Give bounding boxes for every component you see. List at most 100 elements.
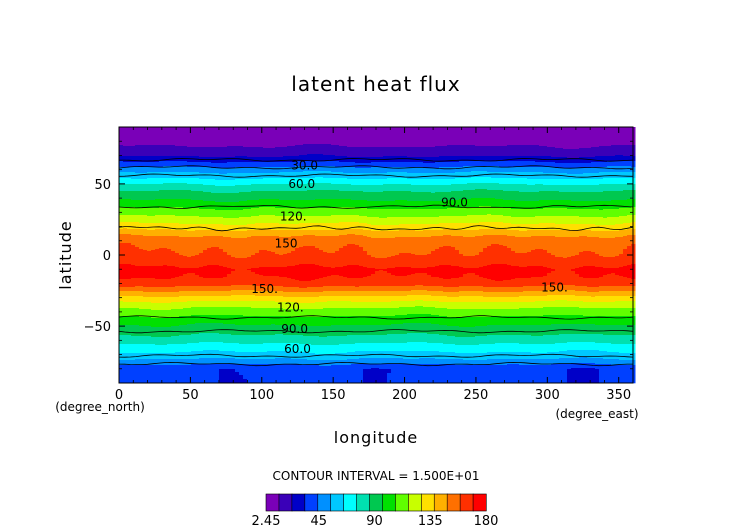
heatmap-cell [311, 127, 316, 145]
heatmap-cell [311, 190, 316, 201]
heatmap-cell [423, 273, 428, 287]
x-tick-label: 50 [182, 388, 199, 403]
heatmap-cell [283, 343, 288, 352]
x-tick-label: 100 [249, 388, 274, 403]
heatmap-cell [607, 217, 612, 226]
heatmap-cell [147, 162, 152, 168]
heatmap-cell [543, 127, 548, 147]
heatmap-cell [623, 230, 628, 237]
heatmap-cell [511, 316, 516, 326]
heatmap-cell [371, 358, 376, 365]
heatmap-cell [251, 272, 256, 286]
heatmap-cell [355, 291, 360, 297]
heatmap-cell [379, 270, 384, 287]
heatmap-cell [375, 185, 380, 193]
heatmap-cell [287, 351, 292, 359]
heatmap-cell [335, 145, 340, 157]
heatmap-cell [287, 127, 292, 147]
heatmap-cell [367, 296, 372, 303]
heatmap-cell [311, 208, 316, 217]
heatmap-cell [131, 278, 136, 288]
heatmap-cell [515, 359, 520, 365]
heatmap-cell [355, 359, 360, 365]
heatmap-cell [207, 307, 212, 316]
heatmap-cell [603, 209, 608, 219]
heatmap-cell [131, 291, 136, 297]
heatmap-cell [451, 344, 456, 353]
heatmap-cell [335, 275, 340, 287]
heatmap-cell [527, 302, 532, 309]
heatmap-cell [363, 168, 368, 174]
heatmap-cell [215, 291, 220, 297]
heatmap-cell [179, 268, 184, 277]
heatmap-cell [131, 308, 136, 317]
heatmap-cell [163, 365, 168, 384]
heatmap-cell [143, 167, 148, 174]
heatmap-cell [171, 309, 176, 318]
heatmap-cell [523, 359, 528, 366]
heatmap-cell [547, 208, 552, 217]
heatmap-cell [435, 296, 440, 302]
heatmap-cell [407, 351, 412, 360]
x-axis-ticks: 0 50 100 150 200 250 300 350 [115, 127, 631, 403]
heatmap-cell [559, 148, 564, 158]
heatmap-cell [463, 274, 468, 287]
heatmap-cell [551, 127, 556, 148]
heatmap-cell [315, 265, 320, 280]
heatmap-cell [219, 296, 224, 302]
heatmap-cell [207, 173, 212, 180]
heatmap-cell [175, 336, 180, 345]
heatmap-cell [339, 248, 344, 268]
heatmap-cell [219, 236, 224, 250]
heatmap-cell [343, 301, 348, 309]
heatmap-cell [575, 363, 580, 369]
heatmap-cell [123, 296, 128, 303]
heatmap-cell [223, 163, 228, 169]
heatmap-cell [431, 224, 436, 231]
heatmap-cell [135, 365, 140, 384]
heatmap-cell [419, 127, 424, 148]
heatmap-cell [387, 209, 392, 218]
heatmap-cell [359, 302, 364, 309]
heatmap-cell [567, 285, 572, 291]
heatmap-cell [319, 360, 324, 367]
heatmap-cell [191, 216, 196, 225]
heatmap-cell [563, 300, 568, 308]
heatmap-cell [419, 306, 424, 315]
heatmap-cell [347, 222, 352, 230]
heatmap-cell [251, 200, 256, 209]
contour-label: 90.0 [441, 195, 468, 209]
heatmap-cell [163, 145, 168, 157]
heatmap-cell [467, 166, 472, 173]
heatmap-cell [175, 161, 180, 167]
heatmap-cell [367, 255, 372, 269]
colorbar-swatch [317, 493, 332, 512]
heatmap-cell [587, 127, 592, 149]
heatmap-cell [523, 344, 528, 353]
heatmap-cell [479, 229, 484, 237]
heatmap-cell [443, 364, 448, 384]
heatmap-cell [323, 216, 328, 224]
heatmap-cell [367, 201, 372, 210]
heatmap-cell [415, 127, 420, 148]
heatmap-cell [411, 192, 416, 202]
heatmap-cell [219, 286, 224, 292]
heatmap-cell [463, 223, 468, 231]
heatmap-cell [611, 257, 616, 269]
heatmap-cell [619, 230, 624, 238]
heatmap-cell [203, 209, 208, 218]
heatmap-cell [171, 178, 176, 184]
heatmap-cell [523, 316, 528, 326]
heatmap-cell [135, 191, 140, 201]
heatmap-cell [199, 277, 204, 287]
heatmap-cell [507, 297, 512, 303]
heatmap-cell [567, 301, 572, 308]
heatmap-cell [211, 342, 216, 351]
heatmap-cell [599, 231, 604, 239]
heatmap-cell [615, 145, 620, 156]
heatmap-cell [551, 335, 556, 345]
heatmap-cell [131, 207, 136, 216]
heatmap-cell [267, 251, 272, 268]
heatmap-cell [131, 245, 136, 266]
heatmap-cell [263, 184, 268, 192]
